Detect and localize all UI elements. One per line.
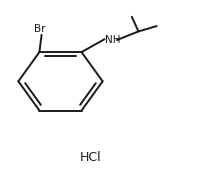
Text: NH: NH: [105, 35, 121, 45]
Text: HCl: HCl: [80, 151, 102, 164]
Text: Br: Br: [34, 24, 45, 34]
